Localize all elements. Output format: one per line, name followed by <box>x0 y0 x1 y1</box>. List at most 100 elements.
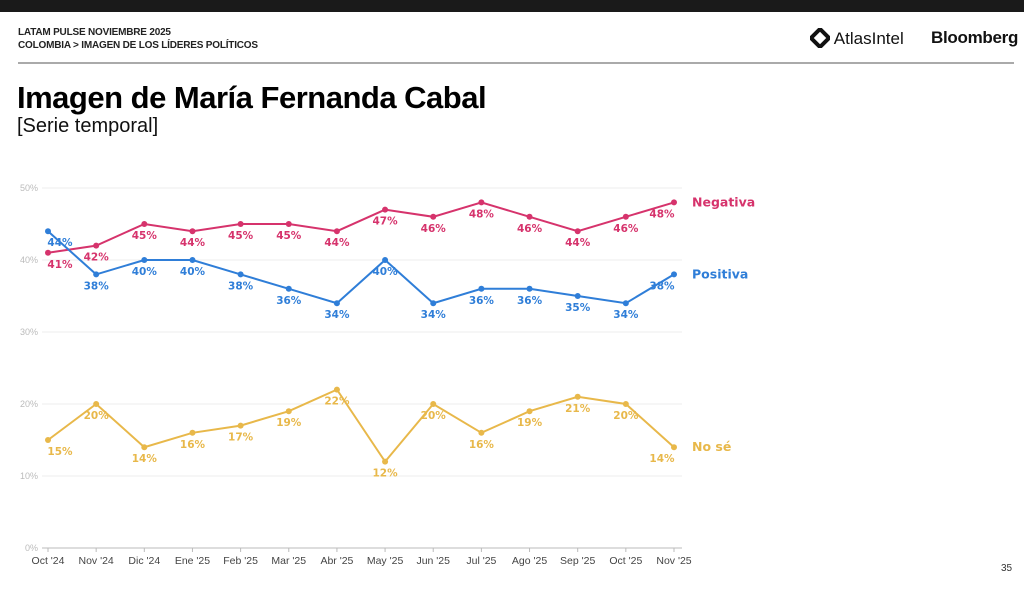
x-tick-label: Feb '25 <box>223 555 258 567</box>
x-tick-label: Jul '25 <box>466 555 496 567</box>
series-label: Positiva <box>692 266 748 281</box>
data-label: 46% <box>421 223 447 235</box>
data-point <box>430 300 437 307</box>
atlasintel-logo-icon <box>810 28 830 48</box>
data-point <box>574 293 581 299</box>
data-point <box>671 444 677 451</box>
data-point <box>45 437 51 443</box>
data-label: 20% <box>421 410 447 422</box>
data-point <box>237 221 244 227</box>
data-label: 44% <box>47 237 73 249</box>
atlasintel-logo-text: AtlasIntel <box>833 29 904 48</box>
data-point <box>93 242 100 249</box>
x-tick-label: Abr '25 <box>320 555 353 567</box>
data-label: 12% <box>373 468 399 480</box>
x-tick-label: Ene '25 <box>175 555 210 567</box>
y-tick-label: 10% <box>20 471 38 481</box>
data-point <box>45 249 51 256</box>
data-point <box>285 408 292 415</box>
data-label: 22% <box>324 396 350 408</box>
top-bar <box>0 0 1024 12</box>
x-tick-label: Nov '25 <box>656 555 691 567</box>
data-point <box>478 429 485 436</box>
data-label: 44% <box>324 237 350 249</box>
data-point <box>141 221 148 227</box>
data-label: 36% <box>469 295 495 307</box>
x-tick-label: Sep '25 <box>560 555 595 567</box>
series-label: Negativa <box>692 194 755 209</box>
data-label: 21% <box>565 403 591 415</box>
data-point <box>382 257 389 263</box>
data-point <box>382 206 389 213</box>
data-label: 40% <box>180 266 206 278</box>
data-point <box>285 285 292 292</box>
page-number: 35 <box>1001 563 1013 574</box>
data-point <box>333 300 340 307</box>
data-label: 45% <box>276 230 302 242</box>
data-label: 14% <box>649 453 675 465</box>
y-tick-label: 20% <box>20 399 38 409</box>
y-tick-label: 30% <box>20 327 38 337</box>
header-divider <box>18 62 1014 64</box>
data-point <box>189 228 196 235</box>
chart-subtitle: [Serie temporal] <box>17 115 159 137</box>
data-point <box>430 401 437 407</box>
data-point <box>141 444 148 451</box>
data-point <box>478 199 485 206</box>
atlasintel-logo: AtlasIntel <box>810 28 904 49</box>
data-label: 16% <box>469 439 495 451</box>
series-label: No sé <box>692 439 731 454</box>
data-label: 19% <box>276 417 302 429</box>
data-label: 36% <box>517 295 543 307</box>
data-point <box>45 228 51 235</box>
data-label: 38% <box>228 280 254 292</box>
data-point <box>478 285 485 292</box>
data-point <box>671 271 677 278</box>
data-label: 34% <box>613 309 639 321</box>
data-point <box>574 228 581 235</box>
data-point <box>93 271 100 278</box>
data-point <box>526 408 533 415</box>
data-label: 38% <box>84 280 110 292</box>
x-tick-label: Oct '24 <box>32 555 65 567</box>
data-label: 40% <box>373 266 399 278</box>
data-label: 45% <box>228 230 254 242</box>
series-line-Positiva <box>47 230 675 305</box>
data-label: 48% <box>469 208 495 220</box>
x-tick-label: Ago '25 <box>512 555 547 567</box>
data-label: 17% <box>228 432 254 444</box>
data-point <box>430 213 437 220</box>
y-tick-label: 50% <box>20 183 38 193</box>
data-point <box>526 285 533 292</box>
data-label: 34% <box>421 309 447 321</box>
data-label: 44% <box>180 237 206 249</box>
data-point <box>93 401 100 407</box>
x-tick-label: Mar '25 <box>271 555 306 567</box>
data-point <box>622 401 629 407</box>
y-tick-label: 0% <box>25 543 38 553</box>
x-tick-label: Oct '25 <box>609 555 642 567</box>
y-tick-label: 40% <box>20 255 38 265</box>
data-label: 38% <box>649 280 675 292</box>
data-label: 34% <box>324 309 350 321</box>
data-point <box>189 257 196 263</box>
data-point <box>237 271 244 278</box>
bloomberg-logo: Bloomberg <box>931 28 1019 47</box>
data-point <box>574 393 581 400</box>
data-label: 35% <box>565 302 591 314</box>
x-tick-label: May '25 <box>367 555 404 567</box>
data-label: 40% <box>132 266 158 278</box>
data-point <box>333 386 340 393</box>
data-label: 48% <box>649 208 675 220</box>
data-label: 46% <box>613 223 639 235</box>
series-line-No sé <box>47 388 675 464</box>
data-point <box>671 199 677 206</box>
data-label: 15% <box>47 446 73 458</box>
data-label: 47% <box>373 216 399 228</box>
x-tick-label: Dic '24 <box>128 555 160 567</box>
data-label: 16% <box>180 439 206 451</box>
data-label: 14% <box>132 453 158 465</box>
series-line-Negativa <box>47 201 675 254</box>
data-label: 36% <box>276 295 302 307</box>
